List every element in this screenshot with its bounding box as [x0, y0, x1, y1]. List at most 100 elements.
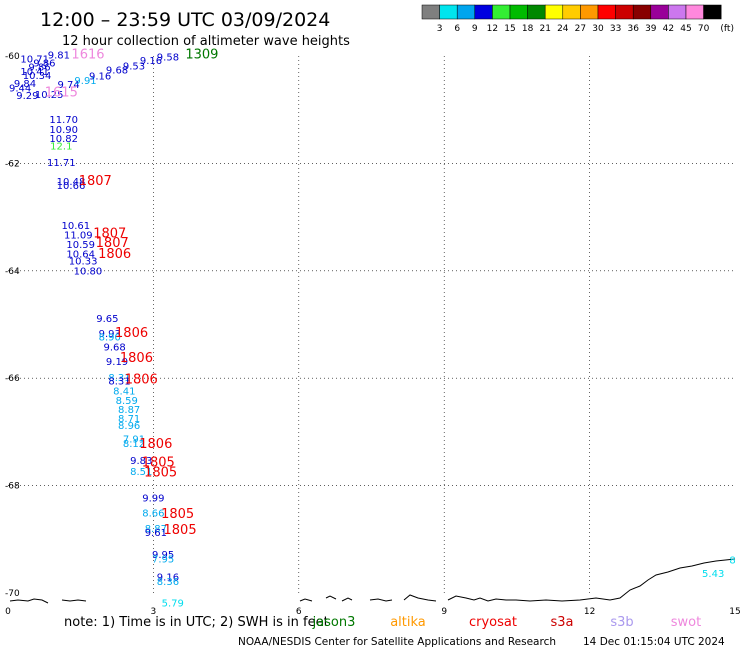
swh-label: 11.70	[49, 115, 78, 126]
swh-label: 9.58	[157, 52, 179, 63]
x-tick-label: 6	[296, 607, 302, 617]
x-tick-label: 3	[151, 607, 157, 617]
satellite-label: altika	[390, 615, 426, 630]
swh-label: 8.59	[116, 396, 138, 407]
swh-label: 8.41	[113, 386, 135, 397]
swh-label: 8.51	[130, 467, 152, 478]
legend-swatch	[527, 4, 546, 20]
color-legend: 3 6 9 12 15 18 21 24 27 30 33 36 39 42 45 70 (ft)	[421, 4, 734, 34]
pass-time-label: 1805	[142, 455, 175, 470]
legend-swatch	[456, 4, 476, 20]
wave-height-labels: 9.8110.719.869.8610.4110.349.849.449.291…	[9, 51, 736, 610]
pass-time-label: 1807	[96, 236, 129, 251]
footer-note: note: 1) Time is in UTC; 2) SWH is in fe…	[64, 615, 329, 630]
y-tick-label: -64	[5, 267, 20, 277]
pass-time-label: 1616	[71, 48, 104, 63]
legend-label: 33	[610, 24, 621, 34]
pass-time-label: 1807	[79, 174, 112, 189]
swh-label: 8.31	[108, 373, 130, 384]
pass-time-label: 1805	[144, 465, 177, 480]
swh-label: 9.93	[99, 329, 121, 340]
swh-label: 9.86	[33, 59, 55, 70]
legend-swatch	[509, 4, 528, 20]
x-tick-label: 12	[584, 607, 595, 617]
swh-label: 5.43	[702, 569, 724, 580]
pass-time-label: 1309	[185, 48, 218, 63]
legend-swatch	[474, 4, 493, 20]
pass-time-label: 1807	[93, 227, 126, 242]
legend-swatch	[492, 4, 511, 20]
legend-swatch	[632, 4, 652, 20]
legend-swatch	[703, 4, 722, 20]
legend-unit: (ft)	[720, 24, 734, 34]
legend-label: 3	[437, 24, 443, 34]
swh-label: 9.95	[152, 550, 174, 561]
pass-time-labels: 1616 130916151807180718071806180618061806…	[45, 48, 219, 538]
swh-label: 7.91	[123, 435, 145, 446]
swh-label: 9.65	[96, 314, 118, 325]
credit-line: NOAA/NESDIS Center for Satellite Applica…	[238, 636, 556, 648]
legend-label: 27	[575, 24, 586, 34]
swh-label: 5.79	[162, 598, 184, 609]
swh-label: 8.36	[157, 577, 179, 588]
swh-label: 8.12	[123, 439, 145, 450]
legend-swatch	[439, 4, 458, 20]
swh-label: 12.1	[50, 141, 72, 152]
legend-label: 9	[472, 24, 478, 34]
legend-label: 30	[592, 24, 604, 34]
legend-label: 24	[557, 24, 569, 34]
swh-label: 11.71	[47, 158, 76, 169]
grid-lines	[8, 56, 735, 593]
swh-label: 9.16	[89, 72, 111, 83]
swh-label: 9.16	[157, 573, 179, 584]
swh-label: 8.31	[108, 377, 130, 388]
legend-label: 6	[454, 24, 460, 34]
swh-label: 9.44	[9, 83, 31, 94]
y-tick-label: -70	[5, 589, 20, 599]
swh-label: 9.91	[74, 76, 96, 87]
legend-label: 70	[698, 24, 710, 34]
legend-swatch	[650, 4, 669, 20]
legend-swatch	[668, 4, 687, 20]
legend-label: 45	[680, 24, 691, 34]
swh-label: 8	[729, 555, 735, 566]
x-tick-label: 0	[5, 607, 11, 617]
pass-time-label: 1806	[125, 373, 158, 388]
swh-label: 8.66	[142, 509, 164, 520]
generated-timestamp: 14 Dec 01:15:04 UTC 2024	[583, 636, 725, 648]
legend-swatch	[544, 4, 564, 20]
swh-label: 10.41	[20, 67, 49, 78]
satellite-label: s3b	[610, 615, 633, 630]
legend-label: 21	[539, 24, 550, 34]
swh-label: 9.84	[14, 79, 36, 90]
pass-time-label: 1806	[139, 437, 172, 452]
x-tick-label: 15	[729, 607, 740, 617]
swh-label: 9.53	[123, 61, 145, 72]
satellite-key: jason3 altika cryosat s3a s3b swot	[312, 615, 702, 630]
satellite-label: s3a	[550, 615, 573, 630]
swh-label: 11.09	[64, 231, 93, 242]
plot-area	[8, 49, 735, 593]
swh-label: 9.16	[140, 56, 162, 67]
coastline	[9, 558, 736, 604]
y-tick-label: -66	[5, 374, 20, 384]
x-tick-label: 9	[441, 607, 447, 617]
swh-label: 8.96	[118, 421, 140, 432]
pass-time-label: 1806	[120, 351, 153, 366]
pass-time-label: 1806	[98, 247, 131, 262]
swh-label: 10.33	[69, 256, 98, 267]
swh-label: 10.34	[23, 71, 52, 82]
legend-swatch	[685, 4, 704, 20]
swh-label: 8.87	[145, 524, 167, 535]
satellite-label: jason3	[312, 615, 356, 630]
swh-label: 10.25	[35, 90, 64, 101]
legend-label: 18	[522, 24, 534, 34]
swh-label: 9.99	[142, 494, 164, 505]
chart-title: 12:00 – 23:59 UTC 03/09/2024	[40, 9, 330, 31]
legend-swatch	[615, 4, 634, 20]
pass-time-label: 1805	[164, 523, 197, 538]
swh-label: 10.59	[66, 240, 95, 251]
swh-label: 9.74	[57, 80, 79, 91]
pass-time-label: 1805	[161, 507, 194, 522]
